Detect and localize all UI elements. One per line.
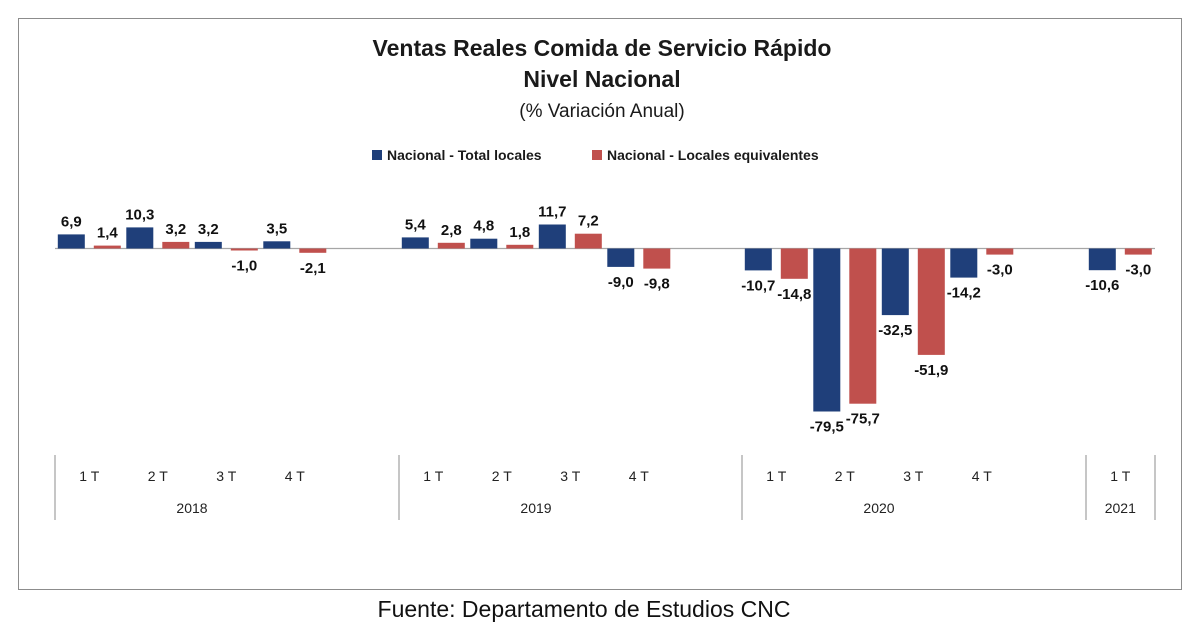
tick-quarter-2019-q2: 2 T bbox=[492, 468, 512, 484]
label-equivalentes-2021-q1: -3,0 bbox=[1125, 262, 1151, 279]
bar-total-2020-q4 bbox=[950, 248, 978, 278]
bar-equivalentes-2018-q2 bbox=[162, 241, 190, 249]
label-total-2019-q4: -9,0 bbox=[608, 274, 634, 291]
bar-equivalentes-2018-q3 bbox=[230, 248, 258, 251]
chart-title-line2: Nivel Nacional bbox=[523, 66, 680, 92]
label-equivalentes-2018-q1: 1,4 bbox=[97, 225, 119, 242]
label-total-2020-q2: -79,5 bbox=[810, 419, 844, 436]
bar-equivalentes-2020-q4 bbox=[986, 248, 1014, 255]
legend-label-equivalentes: Nacional - Locales equivalentes bbox=[607, 147, 819, 163]
bar-total-2018-q3 bbox=[194, 241, 222, 249]
bar-total-2018-q1 bbox=[57, 234, 85, 249]
label-total-2019-q2: 4,8 bbox=[473, 218, 494, 235]
source-note: Fuente: Departamento de Estudios CNC bbox=[378, 596, 791, 622]
label-total-2018-q2: 10,3 bbox=[125, 206, 154, 223]
label-total-2021-q1: -10,6 bbox=[1085, 277, 1119, 294]
tick-quarter-2018-q3: 3 T bbox=[216, 468, 236, 484]
label-equivalentes-2019-q4: -9,8 bbox=[644, 276, 670, 293]
tick-quarter-2019-q1: 1 T bbox=[423, 468, 443, 484]
legend: Nacional - Total locales Nacional - Loca… bbox=[372, 147, 819, 163]
label-equivalentes-2018-q4: -2,1 bbox=[300, 260, 326, 277]
label-total-2018-q4: 3,5 bbox=[266, 220, 287, 237]
tick-quarter-2020-q2: 2 T bbox=[835, 468, 855, 484]
legend-swatch-equivalentes bbox=[592, 150, 602, 160]
bar-total-2021-q1 bbox=[1088, 248, 1116, 271]
label-total-2018-q3: 3,2 bbox=[198, 221, 219, 238]
label-equivalentes-2019-q3: 7,2 bbox=[578, 213, 599, 230]
bar-equivalentes-2020-q3 bbox=[917, 248, 945, 355]
bar-equivalentes-2018-q1 bbox=[93, 245, 121, 249]
tick-quarter-2020-q3: 3 T bbox=[903, 468, 923, 484]
chart-title: Ventas Reales Comida de Servicio Rápido bbox=[373, 35, 832, 61]
bar-equivalentes-2019-q4 bbox=[643, 248, 671, 269]
tick-quarter-2019-q4: 4 T bbox=[629, 468, 649, 484]
label-total-2020-q4: -14,2 bbox=[947, 285, 981, 302]
label-equivalentes-2020-q3: -51,9 bbox=[914, 362, 948, 379]
label-equivalentes-2020-q4: -3,0 bbox=[987, 262, 1013, 279]
tick-year-2018: 2018 bbox=[176, 500, 207, 516]
label-equivalentes-2018-q3: -1,0 bbox=[231, 258, 257, 275]
bar-equivalentes-2019-q2 bbox=[506, 244, 534, 249]
label-total-2019-q3: 11,7 bbox=[538, 204, 566, 221]
tick-quarter-2018-q1: 1 T bbox=[79, 468, 99, 484]
tick-quarter-2020-q1: 1 T bbox=[766, 468, 786, 484]
legend-swatch-total bbox=[372, 150, 382, 160]
label-equivalentes-2018-q2: 3,2 bbox=[165, 221, 186, 238]
bar-equivalentes-2019-q1 bbox=[437, 242, 465, 249]
bar-total-2020-q3 bbox=[881, 248, 909, 316]
bar-equivalentes-2018-q4 bbox=[299, 248, 327, 253]
plot-area: 6,9 1,4 10,3 3,2 3,2 -1,0 3,5 -2,1 5,4 2,8 4,8 1,8 1… bbox=[55, 204, 1155, 436]
bar-total-2019-q2 bbox=[470, 238, 498, 249]
bar-total-2019-q1 bbox=[401, 237, 429, 249]
tick-year-2021: 2021 bbox=[1105, 500, 1136, 516]
tick-quarter-2019-q3: 3 T bbox=[560, 468, 580, 484]
tick-year-2020: 2020 bbox=[863, 500, 894, 516]
bar-total-2019-q4 bbox=[607, 248, 635, 267]
tick-quarter-2018-q4: 4 T bbox=[285, 468, 305, 484]
label-total-2020-q1: -10,7 bbox=[741, 277, 775, 294]
tick-year-2019: 2019 bbox=[520, 500, 551, 516]
chart-frame bbox=[18, 18, 1182, 590]
chart-subtitle: (% Variación Anual) bbox=[519, 101, 684, 122]
label-equivalentes-2019-q1: 2,8 bbox=[441, 222, 462, 239]
bar-equivalentes-2019-q3 bbox=[574, 233, 602, 249]
label-equivalentes-2020-q2: -75,7 bbox=[846, 411, 880, 428]
bar-total-2020-q1 bbox=[744, 248, 772, 271]
bar-total-2018-q4 bbox=[263, 241, 291, 249]
label-total-2020-q3: -32,5 bbox=[878, 322, 912, 339]
bar-equivalentes-2021-q1 bbox=[1124, 248, 1152, 255]
tick-quarter-2018-q2: 2 T bbox=[148, 468, 168, 484]
legend-label-total: Nacional - Total locales bbox=[387, 147, 542, 163]
category-axis: 1 T 2 T 3 T 4 T 2018 1 T 2 T 3 T 4 T 2019 1 T 2 T 3 … bbox=[54, 455, 1156, 520]
tick-quarter-2021-q1: 1 T bbox=[1110, 468, 1130, 484]
bar-equivalentes-2020-q2 bbox=[849, 248, 877, 404]
label-equivalentes-2020-q1: -14,8 bbox=[777, 286, 811, 303]
bar-total-2019-q3 bbox=[538, 224, 566, 249]
label-total-2019-q1: 5,4 bbox=[405, 216, 427, 233]
label-equivalentes-2019-q2: 1,8 bbox=[509, 224, 530, 241]
label-total-2018-q1: 6,9 bbox=[61, 213, 82, 230]
bar-total-2020-q2 bbox=[813, 248, 841, 412]
bar-total-2018-q2 bbox=[126, 227, 154, 249]
bar-equivalentes-2020-q1 bbox=[780, 248, 808, 279]
tick-quarter-2020-q4: 4 T bbox=[972, 468, 992, 484]
